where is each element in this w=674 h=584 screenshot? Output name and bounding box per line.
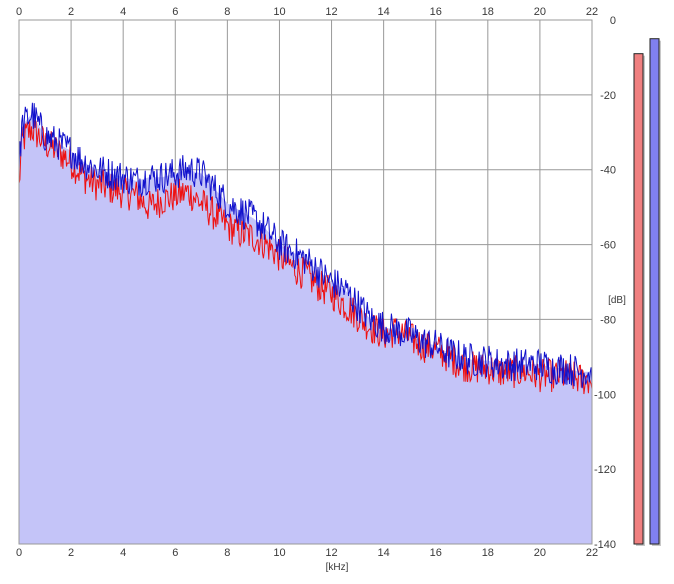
x-tick-label-bottom: 6 xyxy=(172,547,178,559)
y-tick-label: -20 xyxy=(600,90,616,102)
spectrum-fill-layer xyxy=(19,113,592,544)
plot-frame xyxy=(18,19,593,545)
y-tick-label: -100 xyxy=(594,389,616,401)
x-tick-label-bottom: 14 xyxy=(378,547,390,559)
x-tick-label-bottom: 0 xyxy=(16,547,22,559)
y-tick-label: -140 xyxy=(594,539,616,551)
level-meter-left xyxy=(633,53,644,545)
y-tick-label: -40 xyxy=(600,165,616,177)
x-tick-label-bottom: 20 xyxy=(534,547,546,559)
x-tick-label-top: 22 xyxy=(586,6,598,18)
x-tick-label-bottom: 22 xyxy=(586,547,598,559)
level-meters xyxy=(633,38,661,546)
x-tick-label-top: 4 xyxy=(120,6,126,18)
x-tick-label-top: 18 xyxy=(482,6,494,18)
y-tick-label: -80 xyxy=(600,314,616,326)
axis-layer: 002244668810101212141416161818202022220-… xyxy=(16,6,616,559)
series-line-blue xyxy=(18,102,593,389)
x-tick-label-bottom: 2 xyxy=(68,547,74,559)
x-axis-label: [kHz] xyxy=(326,562,349,573)
y-tick-label: -120 xyxy=(594,464,616,476)
y-tick-label: 0 xyxy=(610,15,616,27)
y-tick-label: -60 xyxy=(600,240,616,252)
x-tick-label-bottom: 10 xyxy=(273,547,285,559)
x-tick-label-top: 12 xyxy=(325,6,337,18)
spectrum-fill xyxy=(19,113,592,544)
x-tick-label-bottom: 18 xyxy=(482,547,494,559)
y-axis-label: [dB] xyxy=(608,295,626,306)
x-tick-label-bottom: 4 xyxy=(120,547,126,559)
x-tick-label-bottom: 16 xyxy=(430,547,442,559)
x-tick-label-top: 14 xyxy=(378,6,390,18)
series-layer xyxy=(18,102,593,395)
x-tick-label-bottom: 8 xyxy=(224,547,230,559)
x-tick-label-bottom: 12 xyxy=(325,547,337,559)
x-tick-label-top: 0 xyxy=(16,6,22,18)
x-tick-label-top: 10 xyxy=(273,6,285,18)
x-tick-label-top: 2 xyxy=(68,6,74,18)
level-meter-right xyxy=(649,38,660,545)
x-tick-label-top: 20 xyxy=(534,6,546,18)
x-tick-label-top: 16 xyxy=(430,6,442,18)
x-tick-label-top: 8 xyxy=(224,6,230,18)
x-tick-label-top: 6 xyxy=(172,6,178,18)
